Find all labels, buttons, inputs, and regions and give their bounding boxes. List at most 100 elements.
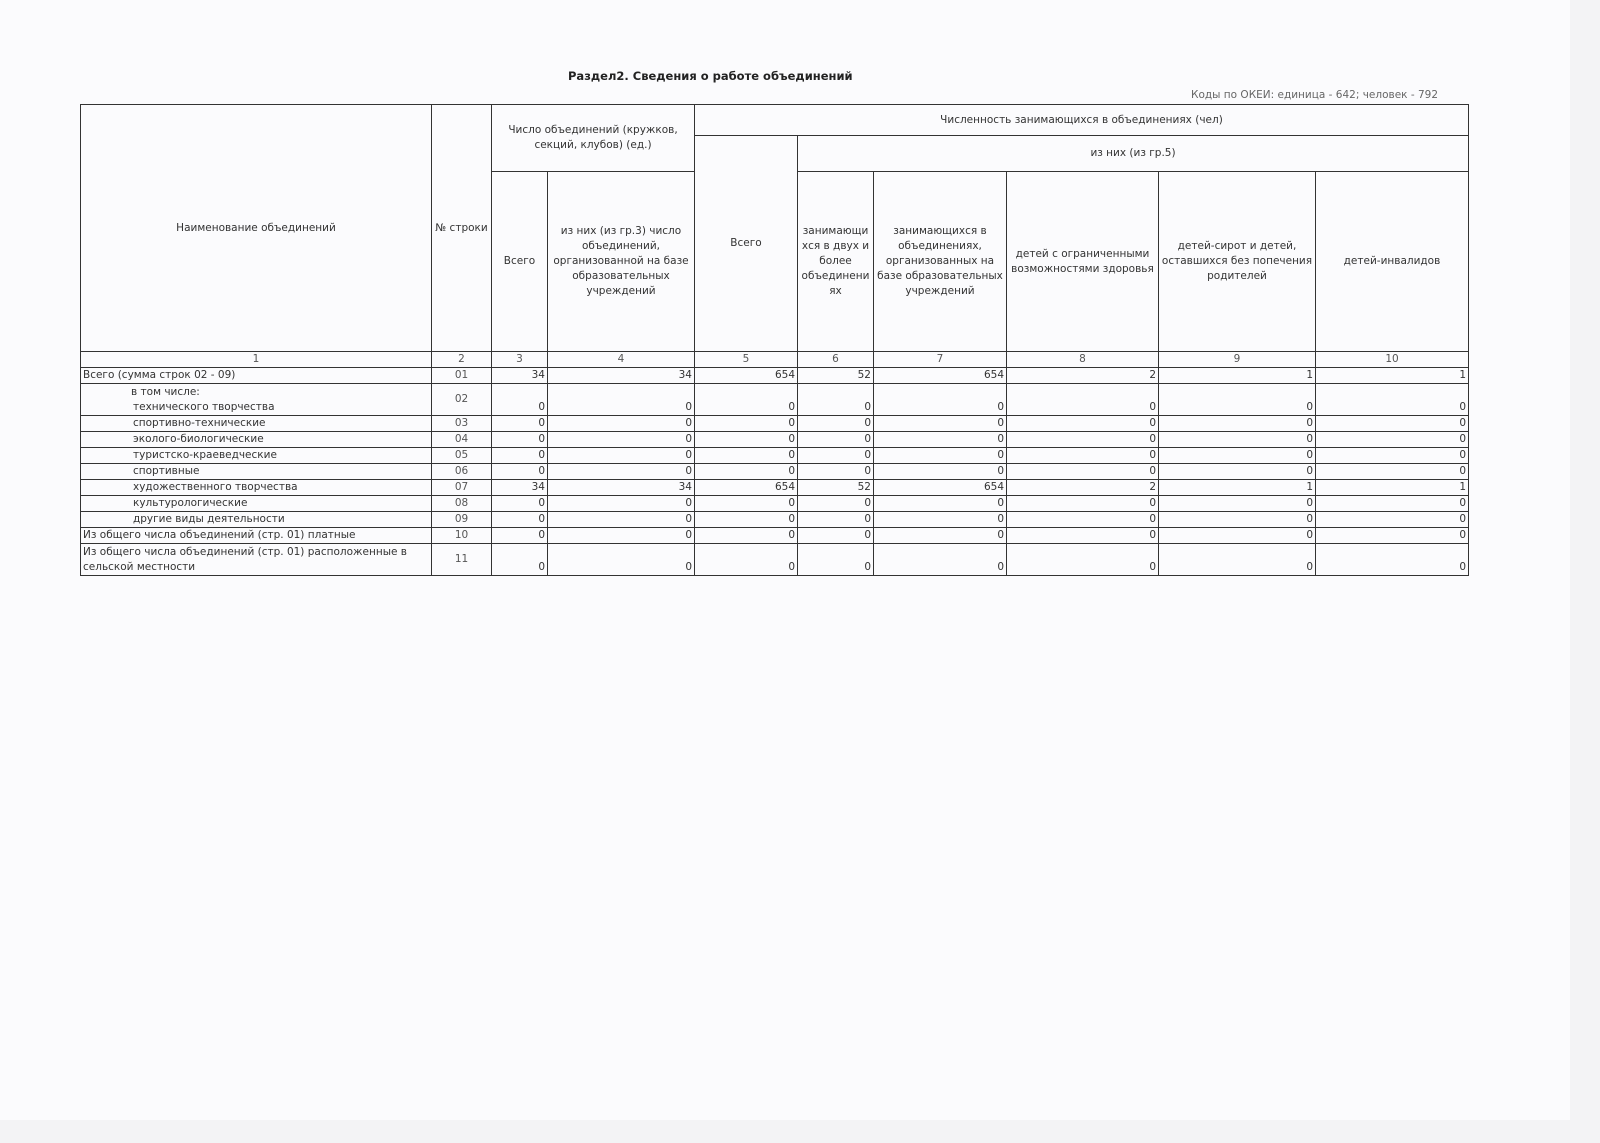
column-number: 6: [797, 351, 874, 368]
cell-value: 0: [491, 527, 548, 544]
column-number: 3: [491, 351, 548, 368]
cell-value: 0: [873, 511, 1007, 528]
header-count-edu: из них (из гр.3) число объединений, орга…: [547, 171, 695, 352]
row-number: 10: [431, 527, 492, 544]
cell-value: 0: [491, 431, 548, 448]
row-name-text: спортивные: [133, 465, 200, 477]
cell-value: 34: [547, 479, 695, 496]
cell-value: 0: [797, 511, 874, 528]
column-number: 7: [873, 351, 1007, 368]
row-name-text: Из общего числа объединений (стр. 01) пл…: [83, 529, 356, 541]
cell-value: 0: [547, 511, 695, 528]
row-name-text: туристско-краеведческие: [133, 449, 277, 461]
row-name-text: спортивно-технические: [133, 417, 266, 429]
table-row: туристско-краеведческие 05 0 0 0 0 0 0 0 0: [80, 447, 1469, 464]
cell-value: 0: [547, 463, 695, 480]
cell-value: 0: [873, 463, 1007, 480]
cell-value: 0: [491, 415, 548, 432]
cell-value: 0: [1158, 495, 1316, 512]
cell-value: 654: [873, 367, 1007, 384]
table-row: Из общего числа объединений (стр. 01) ра…: [80, 543, 1469, 576]
row-name: другие виды деятельности: [80, 511, 432, 528]
cell-value: 52: [797, 367, 874, 384]
row-name: Всего (сумма строк 02 - 09): [80, 367, 432, 384]
cell-value: 0: [694, 431, 798, 448]
cell-value: 0: [1006, 463, 1159, 480]
row-number: 01: [431, 367, 492, 384]
cell-value: 0: [694, 415, 798, 432]
cell-value: 0: [1006, 527, 1159, 544]
table-row: спортивные 06 0 0 0 0 0 0 0 0: [80, 463, 1469, 480]
cell-value: 0: [797, 383, 874, 416]
cell-value: 1: [1315, 367, 1469, 384]
cell-value: 0: [491, 495, 548, 512]
cell-value: 0: [1006, 415, 1159, 432]
cell-value: 2: [1006, 479, 1159, 496]
row-number: 08: [431, 495, 492, 512]
cell-value: 52: [797, 479, 874, 496]
cell-value: 1: [1158, 367, 1316, 384]
row-number: 11: [431, 543, 492, 576]
cell-value: 0: [797, 543, 874, 576]
associations-table: Наименование объединений № строки Число …: [80, 104, 1469, 576]
cell-value: 0: [1158, 383, 1316, 416]
row-name-text: художественного творчества: [133, 481, 298, 493]
cell-value: 0: [1158, 463, 1316, 480]
cell-value: 34: [491, 479, 548, 496]
cell-value: 0: [1158, 527, 1316, 544]
row-number: 04: [431, 431, 492, 448]
cell-value: 0: [1006, 431, 1159, 448]
row-name-text: технического творчества: [133, 401, 275, 413]
column-numbers-row: 1 2 3 4 5 6 7 8 9 10: [80, 351, 1469, 368]
cell-value: 0: [1006, 383, 1159, 416]
header-name: Наименование объединений: [80, 104, 432, 352]
column-number: 5: [694, 351, 798, 368]
cell-value: 0: [797, 415, 874, 432]
header-row-no: № строки: [431, 104, 492, 352]
cell-value: 0: [491, 383, 548, 416]
column-number: 2: [431, 351, 492, 368]
cell-value: 34: [491, 367, 548, 384]
header-disabled: детей-инвалидов: [1315, 171, 1469, 352]
row-name: Из общего числа объединений (стр. 01) пл…: [80, 527, 432, 544]
cell-value: 0: [1158, 447, 1316, 464]
cell-value: 0: [797, 527, 874, 544]
row-number: 07: [431, 479, 492, 496]
cell-value: 0: [1315, 447, 1469, 464]
cell-value: 0: [1158, 431, 1316, 448]
header-orphans: детей-сирот и детей, оставшихся без попе…: [1158, 171, 1316, 352]
cell-value: 0: [873, 383, 1007, 416]
cell-value: 0: [1315, 431, 1469, 448]
cell-value: 0: [1315, 463, 1469, 480]
cell-value: 0: [1158, 415, 1316, 432]
cell-value: 2: [1006, 367, 1159, 384]
cell-value: 0: [491, 447, 548, 464]
header-people-total: Всего: [694, 135, 798, 352]
row-name: эколого-биологические: [80, 431, 432, 448]
cell-value: 0: [491, 543, 548, 576]
row-name: спортивно-технические: [80, 415, 432, 432]
cell-value: 654: [694, 367, 798, 384]
cell-value: 654: [873, 479, 1007, 496]
cell-value: 0: [694, 495, 798, 512]
table-row: Всего (сумма строк 02 - 09) 01 34 34 654 52 65…: [80, 367, 1469, 384]
section-title: Раздел2. Сведения о работе объединений: [568, 69, 853, 83]
scanned-page: Раздел2. Сведения о работе объединений К…: [80, 69, 1469, 576]
cell-value: 0: [547, 415, 695, 432]
cell-value: 0: [547, 543, 695, 576]
row-name: Из общего числа объединений (стр. 01) ра…: [80, 543, 432, 576]
cell-value: 0: [797, 463, 874, 480]
row-number: 09: [431, 511, 492, 528]
header-of-them: из них (из гр.5): [797, 135, 1469, 172]
table-row: эколого-биологические 04 0 0 0 0 0 0 0 0: [80, 431, 1469, 448]
column-number: 10: [1315, 351, 1469, 368]
column-number: 4: [547, 351, 695, 368]
cell-value: 0: [873, 447, 1007, 464]
cell-value: 0: [1315, 383, 1469, 416]
cell-value: 0: [547, 447, 695, 464]
cell-value: 0: [1315, 495, 1469, 512]
row-name: в том числе: технического творчества: [80, 383, 432, 416]
table-row: художественного творчества 07 34 34 654 52 654…: [80, 479, 1469, 496]
row-number: 05: [431, 447, 492, 464]
cell-value: 0: [1315, 511, 1469, 528]
